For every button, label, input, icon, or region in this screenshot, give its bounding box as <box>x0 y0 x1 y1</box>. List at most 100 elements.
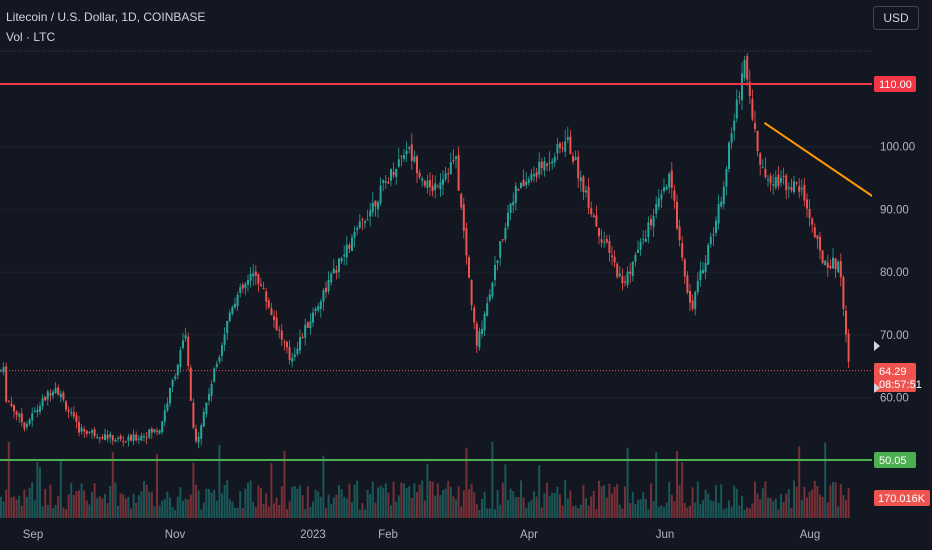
candle-body <box>67 409 70 412</box>
support-price-badge <box>874 452 916 468</box>
candle-body <box>322 290 325 302</box>
candle-body <box>345 244 348 258</box>
volume-bar <box>621 508 624 518</box>
candle-body <box>780 177 782 183</box>
candle-body <box>80 427 83 432</box>
candle-body <box>265 291 268 302</box>
candle-body <box>57 387 60 395</box>
candle-body <box>158 430 161 434</box>
volume-bar <box>117 506 119 518</box>
candle-body <box>208 394 210 401</box>
volume-bar <box>244 488 247 518</box>
trendline[interactable] <box>763 122 882 203</box>
candle-body <box>377 202 379 210</box>
volume-bar <box>839 483 842 518</box>
volume-bar <box>434 495 437 518</box>
volume-bar <box>122 494 125 518</box>
volume-bar <box>660 505 663 518</box>
volume-bar <box>637 499 639 518</box>
candle-body <box>275 317 278 331</box>
candle-body <box>319 301 322 309</box>
drawings[interactable] <box>0 83 882 461</box>
candle-body <box>83 429 86 432</box>
volume-bar <box>689 505 691 518</box>
volume-bar <box>31 482 34 518</box>
candle-body <box>330 273 333 283</box>
candle-body <box>397 159 400 167</box>
volume-bar <box>655 452 658 518</box>
volume-bar <box>764 481 767 518</box>
candle-body <box>0 370 2 372</box>
candle-body <box>15 411 18 415</box>
volume-bar <box>283 450 286 518</box>
candle-body <box>283 341 286 343</box>
volume-bar <box>824 442 827 518</box>
volume-bar <box>475 504 478 518</box>
volume-bar <box>213 489 216 518</box>
volume-bar <box>743 509 746 518</box>
time-axis[interactable]: Sep Nov 2023 Feb Apr Jun Aug <box>23 529 820 541</box>
candle-body <box>119 436 122 440</box>
candle-body <box>33 410 36 413</box>
time-tick-label: Nov <box>165 529 186 541</box>
candle-body <box>369 210 372 217</box>
candle-body <box>624 281 626 283</box>
currency-button[interactable]: USD <box>873 6 919 30</box>
volume-bar <box>236 507 239 518</box>
candle-body <box>210 384 213 396</box>
volume-indicator-label[interactable]: Vol · LTC <box>6 30 56 44</box>
volume-bar <box>769 497 772 518</box>
candle-body <box>717 203 720 224</box>
volume-bar <box>665 502 668 518</box>
candle-body <box>600 239 603 243</box>
volume-bar <box>215 500 218 518</box>
volume-bar <box>59 459 62 518</box>
scroll-marker-icon[interactable] <box>874 341 880 351</box>
volume-bar <box>109 485 112 518</box>
volume-bar <box>436 483 439 518</box>
volume-bar <box>527 502 530 518</box>
candle-body <box>696 280 699 293</box>
candle-body <box>13 405 15 412</box>
volume-bar <box>754 481 756 518</box>
candle-body <box>36 409 39 413</box>
volume-bar <box>514 497 517 518</box>
candle-body <box>20 413 23 423</box>
candle-body <box>842 276 845 309</box>
volume-bar <box>228 499 231 518</box>
volume-bar <box>85 500 88 518</box>
volume-bar <box>774 498 777 518</box>
volume-bar <box>36 461 39 518</box>
volume-bar <box>104 493 106 518</box>
candle-body <box>546 163 548 166</box>
volume-bar <box>642 492 645 518</box>
volume-bar <box>751 503 754 518</box>
volume-bar <box>585 498 587 518</box>
candle-body <box>416 156 418 174</box>
volume-bar <box>78 490 80 518</box>
last-price-badge-text: 08:57:51 <box>879 379 922 391</box>
volume-bar <box>26 496 28 518</box>
candle-body <box>148 429 151 438</box>
volume-bar <box>657 506 660 518</box>
candle-body <box>574 157 577 161</box>
volume-bar <box>741 495 743 518</box>
volume-bar <box>18 495 21 518</box>
volume-bar <box>787 489 790 518</box>
volume-bar <box>327 494 330 518</box>
candle-body <box>670 170 673 188</box>
candle-body <box>470 279 473 305</box>
volume-bar <box>119 493 122 518</box>
volume-bar <box>777 509 780 518</box>
candle-body <box>629 271 632 274</box>
candle-body <box>221 345 223 356</box>
volume-bar <box>494 509 496 518</box>
volume-bar <box>382 487 385 518</box>
candle-body <box>421 178 424 181</box>
candle-body <box>387 182 390 184</box>
candle-body <box>54 388 57 394</box>
candle-body <box>785 175 788 191</box>
volume-bar <box>572 506 574 518</box>
candle-body <box>702 269 704 274</box>
